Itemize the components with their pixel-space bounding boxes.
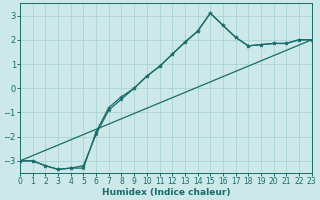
X-axis label: Humidex (Indice chaleur): Humidex (Indice chaleur) [102, 188, 230, 197]
